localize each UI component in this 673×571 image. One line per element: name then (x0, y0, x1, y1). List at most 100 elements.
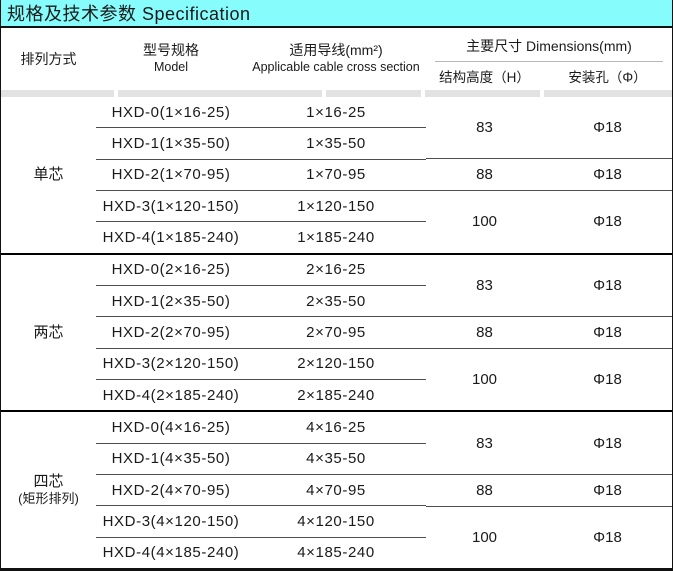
height-cell: 83 (476, 434, 493, 452)
col-header-hole: 安装孔（Φ） (568, 70, 647, 85)
model-cell: HXD-2(2×70-95) (111, 323, 231, 341)
height-cell: 88 (476, 324, 493, 341)
table-row: HXD-3(2×120-150) 2×120-150 (96, 349, 426, 380)
model-cell: HXD-0(2×16-25) (111, 261, 231, 279)
model-cell: HXD-3(1×120-150) (102, 197, 240, 215)
group-rows: HXD-0(1×16-25) 1×16-25 HXD-1(1×35-50) 1×… (96, 97, 426, 253)
col-header-height: 结构高度（H） (439, 70, 530, 85)
group-two-core: 两芯 HXD-0(2×16-25) 2×16-25 HXD-1(2×35-50)… (1, 255, 672, 413)
table-row: HXD-2(1×70-95) 1×70-95 (96, 160, 426, 191)
col-header-cable-en: Applicable cable cross section (252, 59, 420, 74)
group-single-core: 单芯 HXD-0(1×16-25) 1×16-25 HXD-1(1×35-50)… (1, 97, 672, 255)
model-cell: HXD-4(2×185-240) (102, 386, 240, 404)
title-bar: 规格及技术参数 Specification (1, 0, 672, 28)
col-header-dimensions-title: 主要尺寸 Dimensions(mm) (435, 36, 663, 62)
band-segment (544, 90, 672, 97)
height-cell: 88 (476, 481, 493, 499)
group-label-main: 四芯 (33, 472, 64, 490)
table-row: HXD-1(4×35-50) 4×35-50 (96, 444, 426, 475)
hole-cell: Φ18 (593, 481, 622, 499)
dimension-block: 100 Φ18 (426, 507, 672, 568)
col-header-cable: 适用导线(mm²) Applicable cable cross section (246, 28, 426, 90)
dimension-block: 88 Φ18 (426, 475, 672, 507)
table-row: HXD-4(2×185-240) 2×185-240 (96, 380, 426, 410)
dimension-block: 100 Φ18 (426, 191, 672, 252)
cable-cell: 2×70-95 (306, 323, 366, 341)
hole-cell: Φ18 (593, 166, 622, 184)
cable-cell: 2×120-150 (297, 355, 375, 373)
group-rows: HXD-0(2×16-25) 2×16-25 HXD-1(2×35-50) 2×… (96, 255, 426, 411)
col-header-cable-zh: 适用导线(mm²) (289, 42, 383, 59)
col-header-model: 型号规格 Model (96, 28, 246, 90)
col-header-model-zh: 型号规格 (143, 42, 199, 59)
table-row: HXD-2(4×70-95) 4×70-95 (96, 475, 426, 507)
height-cell: 83 (476, 276, 493, 294)
cable-cell: 4×35-50 (306, 450, 366, 468)
hole-cell: Φ18 (593, 434, 622, 452)
table-header: 排列方式 型号规格 Model 适用导线(mm²) Applicable cab… (1, 28, 672, 90)
page-title: 规格及技术参数 Specification (7, 4, 251, 24)
table-row: HXD-4(4×185-240) 4×185-240 (96, 538, 426, 568)
table-row: HXD-0(1×16-25) 1×16-25 (96, 97, 426, 129)
hole-cell: Φ18 (593, 213, 622, 231)
cable-cell: 1×70-95 (306, 166, 366, 184)
model-cell: HXD-3(4×120-150) (102, 512, 240, 530)
table-row: HXD-1(2×35-50) 2×35-50 (96, 286, 426, 318)
dimension-block: 83 Φ18 (426, 97, 672, 160)
hole-cell: Φ18 (593, 276, 622, 294)
table-row: HXD-2(2×70-95) 2×70-95 (96, 317, 426, 349)
cable-cell: 4×185-240 (297, 544, 375, 562)
table-body: 单芯 HXD-0(1×16-25) 1×16-25 HXD-1(1×35-50)… (1, 97, 672, 568)
model-cell: HXD-2(1×70-95) (111, 166, 231, 184)
model-cell: HXD-1(1×35-50) (111, 134, 231, 152)
hole-cell: Φ18 (593, 528, 622, 546)
model-cell: HXD-4(4×185-240) (102, 544, 240, 562)
col-header-arrangement: 排列方式 (20, 51, 77, 67)
header-divider-band (1, 90, 672, 97)
col-header-model-en: Model (153, 59, 189, 74)
group-label-main: 两芯 (33, 323, 64, 341)
cable-cell: 1×185-240 (297, 228, 375, 246)
cable-cell: 1×35-50 (306, 134, 366, 152)
hole-cell: Φ18 (593, 324, 622, 341)
group-label: 四芯 (矩形排列) (1, 412, 96, 568)
group-label-main: 单芯 (33, 166, 64, 184)
dimension-block: 83 Φ18 (426, 412, 672, 475)
model-cell: HXD-3(2×120-150) (102, 355, 240, 373)
table-row: HXD-1(1×35-50) 1×35-50 (96, 128, 426, 160)
model-cell: HXD-0(4×16-25) (111, 419, 231, 436)
hole-cell: Φ18 (593, 119, 622, 137)
model-cell: HXD-1(4×35-50) (111, 450, 231, 468)
group-label: 两芯 (1, 255, 96, 411)
table-row: HXD-3(4×120-150) 4×120-150 (96, 506, 426, 538)
group-label-sub: (矩形排列) (18, 491, 79, 507)
band-segment (425, 90, 540, 97)
model-cell: HXD-1(2×35-50) (111, 292, 231, 310)
table-row: HXD-0(2×16-25) 2×16-25 (96, 255, 426, 286)
table-row: HXD-4(1×185-240) 1×185-240 (96, 222, 426, 252)
height-cell: 83 (476, 119, 493, 137)
cable-cell: 2×35-50 (306, 292, 366, 310)
model-cell: HXD-2(4×70-95) (111, 481, 231, 499)
band-segment (118, 90, 322, 97)
cable-cell: 4×120-150 (297, 512, 375, 530)
group-dimensions: 83 Φ18 88 Φ18 100 Φ18 (426, 97, 672, 253)
dimension-block: 83 Φ18 (426, 255, 672, 318)
col-header-dimensions-sub: 结构高度（H） 安装孔（Φ） (426, 62, 672, 90)
group-rows: HXD-0(4×16-25) 4×16-25 HXD-1(4×35-50) 4×… (96, 412, 426, 568)
cable-cell: 4×70-95 (306, 481, 366, 499)
band-segment (326, 90, 421, 97)
group-four-core: 四芯 (矩形排列) HXD-0(4×16-25) 4×16-25 HXD-1(4… (1, 412, 672, 568)
height-cell: 100 (471, 213, 498, 231)
height-cell: 88 (476, 166, 493, 184)
table-row: HXD-0(4×16-25) 4×16-25 (96, 412, 426, 444)
cable-cell: 1×16-25 (306, 103, 366, 121)
height-cell: 100 (471, 371, 498, 389)
hole-cell: Φ18 (593, 371, 622, 389)
group-dimensions: 83 Φ18 88 Φ18 100 Φ18 (426, 412, 672, 568)
group-label: 单芯 (1, 97, 96, 253)
dimension-block: 88 Φ18 (426, 317, 672, 349)
dimension-block: 88 Φ18 (426, 159, 672, 192)
table-row: HXD-3(1×120-150) 1×120-150 (96, 191, 426, 223)
